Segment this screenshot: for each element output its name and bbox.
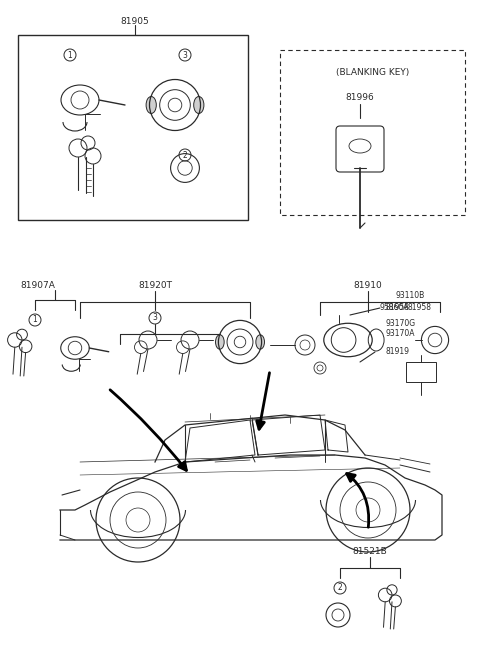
Text: 2: 2 [182,150,187,159]
Text: 81521B: 81521B [353,547,387,557]
Ellipse shape [349,139,371,153]
Text: 81958: 81958 [408,303,432,312]
Text: (BLANKING KEY): (BLANKING KEY) [336,68,409,77]
Bar [280,50,465,215]
Bar [406,362,436,382]
Ellipse shape [256,335,264,349]
Bar [18,35,248,220]
Text: 81907A: 81907A [21,281,55,290]
Ellipse shape [216,335,224,349]
Text: 1: 1 [33,316,37,324]
Text: 2: 2 [337,583,342,592]
Ellipse shape [146,96,156,113]
Text: 81905: 81905 [120,18,149,27]
Text: 81958: 81958 [385,303,409,312]
Text: 81996: 81996 [346,94,374,102]
Text: 1: 1 [68,51,72,59]
Text: 81910: 81910 [354,281,383,290]
Text: 3: 3 [153,314,157,322]
Text: 81920T: 81920T [138,281,172,290]
Text: 95860A: 95860A [380,303,409,312]
Text: 3: 3 [182,51,187,59]
Text: 93110B: 93110B [395,292,424,301]
Text: 93170A: 93170A [385,329,415,339]
Ellipse shape [194,96,204,113]
Text: 81919: 81919 [385,348,409,357]
Text: 93170G: 93170G [385,318,415,327]
Circle shape [362,143,368,149]
